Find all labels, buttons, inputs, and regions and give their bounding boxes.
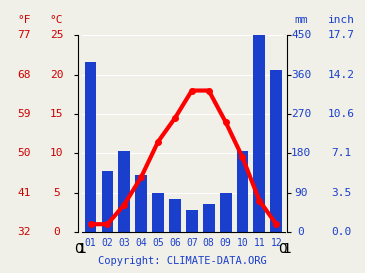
Text: 59: 59 [17,109,30,119]
Text: mm: mm [295,16,308,25]
Text: 270: 270 [291,109,311,119]
Text: 90: 90 [295,188,308,198]
Text: 7.1: 7.1 [331,149,351,158]
Bar [186,210,198,232]
Bar [101,171,114,232]
Text: °C: °C [50,16,63,25]
Bar [85,62,96,232]
Text: °F: °F [17,16,30,25]
Text: 50: 50 [17,149,30,158]
Bar [169,199,181,232]
Text: 10.6: 10.6 [328,109,355,119]
Text: 41: 41 [17,188,30,198]
Text: 15: 15 [50,109,63,119]
Bar [135,175,147,232]
Text: 180: 180 [291,149,311,158]
Text: inch: inch [328,16,355,25]
Text: 77: 77 [17,31,30,40]
Text: 20: 20 [50,70,63,80]
Text: Copyright: CLIMATE-DATA.ORG: Copyright: CLIMATE-DATA.ORG [98,256,267,266]
Text: 0: 0 [53,227,60,237]
Text: 17.7: 17.7 [328,31,355,40]
Text: 360: 360 [291,70,311,80]
Text: 10: 10 [50,149,63,158]
Bar [118,151,130,232]
Text: 5: 5 [53,188,60,198]
Bar [152,193,164,232]
Bar [203,204,215,232]
Text: 0: 0 [298,227,304,237]
Text: 25: 25 [50,31,63,40]
Text: 68: 68 [17,70,30,80]
Text: 3.5: 3.5 [331,188,351,198]
Text: 14.2: 14.2 [328,70,355,80]
Text: 32: 32 [17,227,30,237]
Bar [253,35,265,232]
Text: 450: 450 [291,31,311,40]
Bar [270,70,282,232]
Bar [237,151,249,232]
Text: 0.0: 0.0 [331,227,351,237]
Bar [220,193,231,232]
